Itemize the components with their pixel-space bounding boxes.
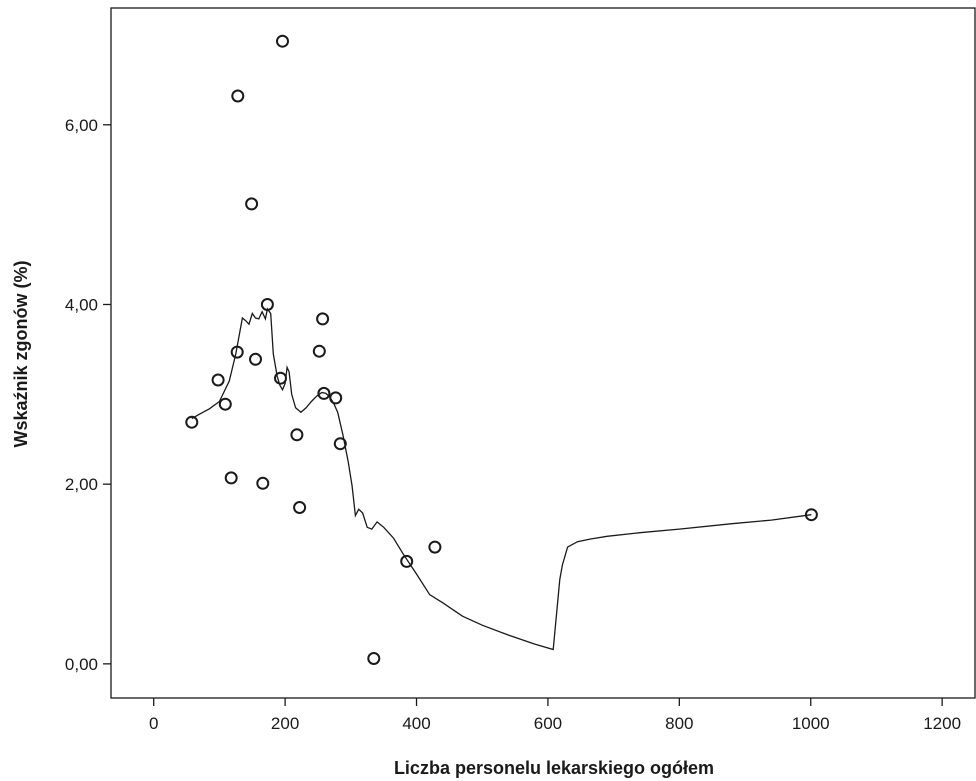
x-tick-label: 1200 xyxy=(923,714,961,733)
x-tick-label: 1000 xyxy=(792,714,830,733)
y-tick-label: 4,00 xyxy=(65,295,98,314)
data-point xyxy=(211,373,225,387)
x-axis: 0 200 400 600 800 1000 1200 xyxy=(149,698,961,733)
x-tick-label: 600 xyxy=(534,714,562,733)
fit-line xyxy=(191,307,812,651)
plot-frame xyxy=(110,7,976,699)
data-point xyxy=(245,197,259,211)
data-point xyxy=(804,508,818,522)
data-point xyxy=(290,428,304,442)
data-point xyxy=(317,386,331,400)
data-point xyxy=(293,501,307,514)
x-tick-label: 200 xyxy=(271,714,299,733)
data-point xyxy=(224,471,238,485)
x-tick-label: 0 xyxy=(149,714,158,733)
data-point xyxy=(333,437,347,451)
data-point xyxy=(260,298,274,311)
data-point xyxy=(218,397,232,411)
data-point xyxy=(312,344,326,358)
data-point xyxy=(274,371,287,385)
data-point xyxy=(249,352,262,366)
data-point xyxy=(256,476,270,490)
data-point xyxy=(400,554,414,568)
data-point xyxy=(230,345,244,359)
data-points xyxy=(185,34,818,665)
data-point xyxy=(428,540,442,554)
y-axis: 0,00 2,00 4,00 6,00 xyxy=(65,116,111,674)
data-point xyxy=(367,652,381,665)
y-tick-label: 0,00 xyxy=(65,655,98,674)
data-point xyxy=(185,415,199,429)
y-tick-label: 6,00 xyxy=(65,116,98,135)
data-point xyxy=(231,89,245,103)
data-point xyxy=(316,312,330,326)
x-tick-label: 800 xyxy=(665,714,693,733)
x-tick-label: 400 xyxy=(402,714,430,733)
x-axis-title: Liczba personelu lekarskiego ogółem xyxy=(394,758,714,778)
y-axis-title: Wskaźnik zgonów (%) xyxy=(11,260,31,447)
data-point xyxy=(329,391,343,405)
data-point xyxy=(276,34,289,48)
y-tick-label: 2,00 xyxy=(65,475,98,494)
